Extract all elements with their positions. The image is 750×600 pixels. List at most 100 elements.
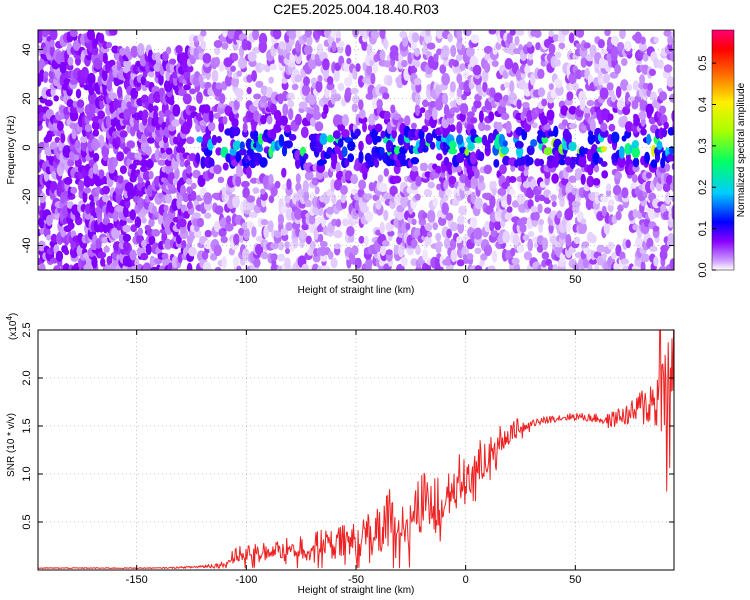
heatmap-cell: [335, 30, 341, 39]
heatmap-cell: [583, 107, 591, 114]
heatmap-cell: [232, 256, 240, 268]
heatmap-cell: [551, 201, 557, 208]
heatmap-cell: [530, 139, 538, 147]
heatmap-cell: [85, 203, 91, 215]
heatmap-cell: [383, 168, 389, 177]
heatmap-cell: [188, 246, 197, 257]
heatmap-cell: [632, 208, 638, 219]
heatmap-cell: [415, 245, 421, 256]
heatmap-cell: [301, 84, 311, 96]
heatmap-cell: [514, 35, 520, 46]
heatmap-cell: [172, 104, 181, 117]
heatmap-cell: [528, 231, 535, 237]
heatmap-cell: [581, 241, 590, 248]
heatmap-cell: [305, 235, 312, 245]
heatmap-cell: [319, 240, 328, 248]
heatmap-cell: [650, 91, 657, 102]
heatmap-cell: [260, 95, 269, 104]
heatmap-cell: [497, 104, 507, 115]
heatmap-cell: [436, 153, 443, 161]
heatmap-cell: [252, 130, 259, 138]
heatmap-cell: [491, 60, 499, 68]
heatmap-cell: [452, 59, 459, 68]
heatmap-cell: [499, 164, 507, 175]
heatmap-cell: [358, 109, 366, 119]
heatmap-cell: [279, 115, 288, 126]
heatmap-cell: [568, 246, 576, 254]
heatmap-cell: [614, 64, 621, 75]
heatmap-cell: [565, 234, 572, 247]
heatmap-cell: [49, 141, 58, 150]
heatmap-cell: [379, 49, 386, 61]
heatmap-cell: [137, 151, 143, 161]
heatmap-cell: [204, 229, 212, 238]
heatmap-cell: [671, 162, 674, 171]
heatmap-cell: [374, 123, 383, 133]
heatmap-cell: [667, 34, 674, 46]
heatmap-cell: [183, 84, 191, 91]
heatmap-cell: [574, 168, 583, 181]
heatmap-cell: [222, 116, 228, 125]
heatmap-cell: [611, 46, 619, 57]
heatmap-cell: [303, 76, 310, 87]
heatmap-cell: [522, 180, 532, 189]
heatmap-cell: [142, 109, 149, 120]
heatmap-cell: [195, 152, 201, 165]
heatmap-cell: [124, 94, 131, 103]
heatmap-cell: [202, 104, 211, 114]
heatmap-cell: [639, 74, 646, 85]
heatmap-cell: [552, 264, 558, 270]
heatmap-cell: [458, 205, 467, 216]
heatmap-cell: [487, 132, 495, 144]
heatmap-cell: [617, 155, 626, 168]
heatmap-cell: [124, 199, 131, 209]
heatmap-cell: [594, 191, 600, 205]
heatmap-cell: [75, 56, 81, 66]
heatmap-cell: [263, 226, 269, 239]
heatmap-cell: [203, 192, 213, 205]
heatmap-cell: [392, 175, 402, 184]
heatmap-cell: [546, 109, 555, 121]
heatmap-cell: [466, 253, 474, 260]
heatmap-cell: [285, 222, 293, 231]
heatmap-cell: [200, 40, 207, 50]
heatmap-cell: [366, 64, 373, 76]
heatmap-cell: [190, 190, 197, 202]
heatmap-cell: [337, 122, 346, 132]
heatmap-cell: [658, 265, 667, 270]
heatmap-cell: [222, 162, 229, 171]
heatmap-cell: [335, 218, 342, 228]
heatmap-cell: [59, 61, 67, 74]
heatmap-cell: [76, 99, 85, 109]
heatmap-cell: [526, 41, 533, 48]
heatmap-cell: [274, 180, 281, 189]
heatmap-cell: [221, 186, 227, 195]
heatmap-cell: [450, 249, 457, 263]
heatmap-cell: [45, 214, 53, 226]
heatmap-cell: [75, 211, 81, 220]
heatmap-cell: [383, 209, 389, 221]
heatmap-cell: [317, 75, 323, 82]
heatmap-cell: [448, 147, 458, 155]
heatmap-cell: [478, 121, 486, 132]
heatmap-cell: [321, 265, 331, 270]
heatmap-cell: [69, 78, 79, 85]
heatmap-cell: [378, 182, 388, 193]
heatmap-cell: [98, 134, 105, 144]
heatmap-cell: [565, 182, 573, 194]
heatmap-cell: [303, 190, 310, 203]
heatmap-cell: [101, 68, 108, 82]
heatmap-cell: [592, 178, 601, 186]
heatmap-cell: [578, 90, 587, 104]
heatmap-cell: [531, 122, 538, 129]
heatmap-cell: [424, 32, 432, 45]
heatmap-cell: [196, 136, 204, 143]
heatmap-cell: [493, 92, 503, 103]
heatmap-cell: [537, 87, 546, 98]
heatmap-cell: [268, 174, 274, 186]
heatmap-cell: [502, 155, 511, 166]
heatmap-cell: [411, 32, 420, 43]
heatmap-cell: [664, 191, 672, 205]
heatmap-cell: [497, 187, 507, 196]
heatmap-cell: [393, 244, 400, 255]
